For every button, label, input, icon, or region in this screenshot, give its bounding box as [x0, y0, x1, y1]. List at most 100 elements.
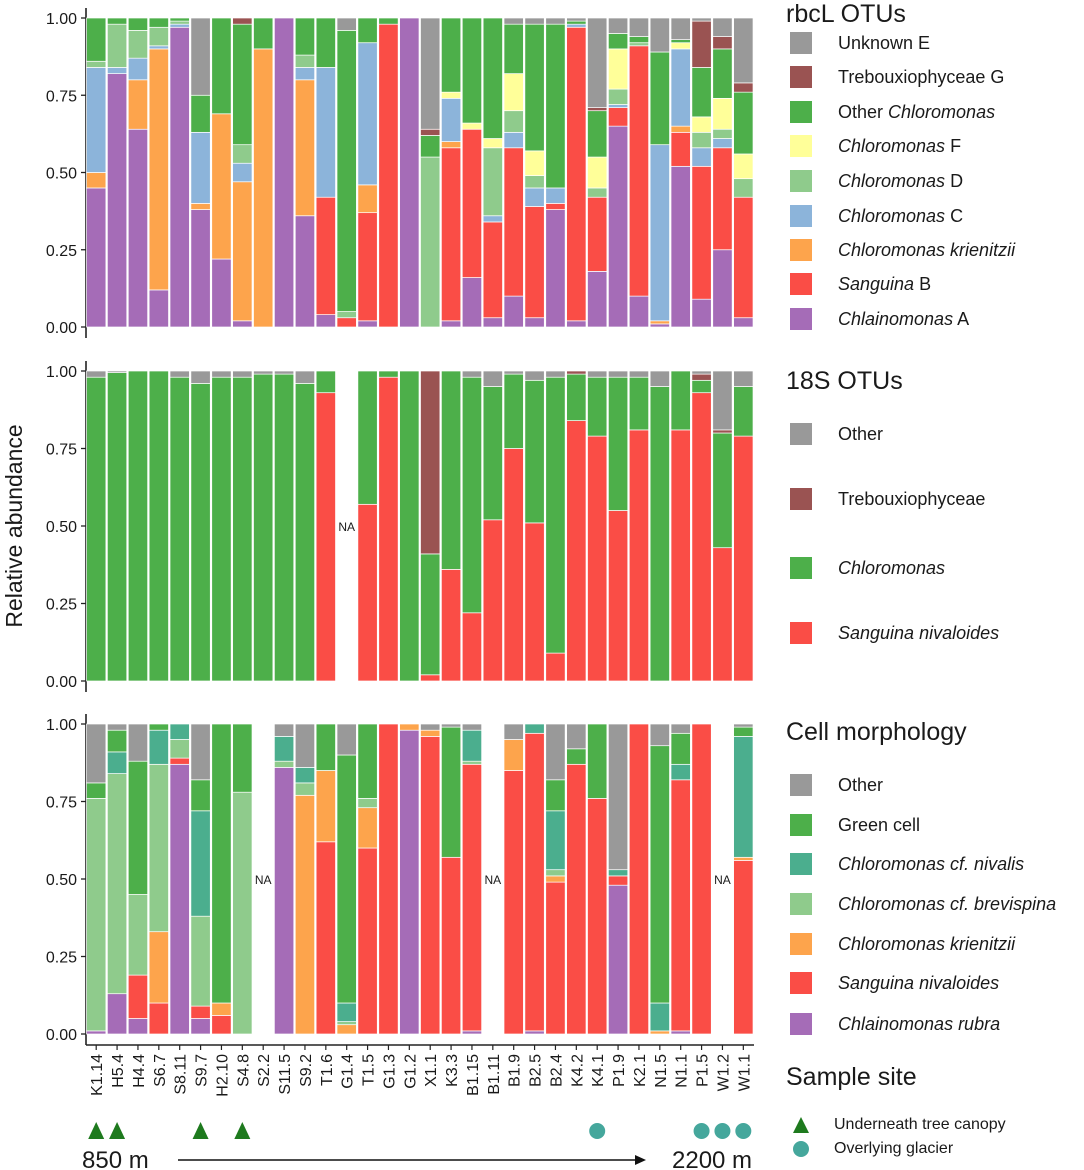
bar-segment-chlain [315, 314, 336, 328]
bar-segment-chloro [211, 17, 232, 115]
bar-segment-chloro [441, 17, 462, 93]
bar-segment-chlain [545, 209, 566, 328]
bar-segment-sang [441, 147, 462, 322]
x-tick-label: K1.14 [89, 1054, 106, 1096]
bar-segment-chlain [274, 767, 295, 1035]
bar-segment-treboux [232, 17, 253, 25]
bar-segment-sang [148, 1002, 169, 1035]
x-tick-label: B2.4 [548, 1054, 565, 1087]
x-tick-label: K2.1 [632, 1054, 649, 1087]
bar-G1.4 [336, 723, 357, 1035]
bar-segment-krien [148, 48, 169, 291]
bar-segment-sang [169, 757, 190, 765]
bar-segment-chlain [190, 1018, 211, 1035]
bar-segment-chloro [148, 370, 169, 682]
bar-segment-chloro_c [148, 45, 169, 50]
bar-segment-unknown_e [441, 723, 462, 728]
bar-H5.4 [107, 17, 128, 328]
y-tick-label: 1.00 [46, 11, 77, 28]
bar-segment-nivalis [461, 729, 482, 762]
legend-item: Chloromonas krienitzii [786, 238, 1015, 262]
bar-segment-nivalis [148, 729, 169, 765]
bar-segment-chloro_d [86, 798, 107, 1032]
legend-title: 18S OTUs [786, 367, 903, 395]
bar-segment-chloro [649, 51, 670, 146]
legend-swatch [790, 423, 812, 445]
bar-segment-chloro [524, 379, 545, 524]
bar-segment-chloro_d [628, 42, 649, 47]
bar-T1.5 [357, 723, 378, 1035]
bar-segment-unknown_e [691, 370, 712, 375]
bar-segment-sang [378, 23, 399, 328]
x-tick-label: H5.4 [110, 1054, 127, 1088]
bar-segment-chloro [315, 370, 336, 394]
bar-segment-sang [190, 1005, 211, 1019]
bar-G1.3 [378, 370, 399, 682]
bar-segment-chloro [628, 36, 649, 44]
bar-segment-unknown_e [628, 17, 649, 37]
na-label: NA [338, 520, 355, 534]
bar-P1.9 [608, 370, 629, 682]
bar-segment-chloro_c [649, 144, 670, 322]
bar-segment-sang [733, 196, 754, 319]
legend-swatch [790, 557, 812, 579]
bar-segment-chlain [524, 1030, 545, 1035]
bar-segment-chloro [190, 94, 211, 133]
bar-segment-krien [503, 739, 524, 771]
legend-label: Chloromonas [838, 557, 946, 578]
bar-B2.5 [524, 17, 545, 328]
bar-segment-chloro_f [503, 73, 524, 112]
elevation-end: 2200 m [672, 1147, 752, 1170]
bar-segment-unknown_e [691, 17, 712, 22]
bar-H4.4 [127, 723, 148, 1035]
bar-K1.14 [86, 370, 107, 682]
bar-segment-unknown_e [587, 370, 608, 378]
legend-item: Chloromonas cf. nivalis [786, 852, 1024, 876]
bar-segment-sang [566, 26, 587, 322]
bar-segment-chlain [712, 249, 733, 328]
bar-segment-treboux [691, 20, 712, 68]
site-marker-circle [589, 1123, 606, 1139]
legend-item: Chloromonas F [786, 134, 961, 158]
bar-segment-chlain [566, 320, 587, 328]
x-tick-label: K3.3 [444, 1054, 461, 1087]
triangle-icon [793, 1117, 809, 1133]
bar-segment-sang [127, 974, 148, 1019]
bar-H5.4 [107, 370, 128, 682]
bar-segment-nivalis [733, 736, 754, 858]
bar-B1.9 [503, 17, 524, 328]
bar-segment-chloro_c [357, 42, 378, 186]
bar-segment-chloro [670, 39, 691, 44]
bar-segment-chloro_c [608, 104, 629, 108]
bar-segment-chlain [503, 295, 524, 328]
bar-S9.2 [294, 17, 315, 328]
bar-segment-chloro [399, 370, 420, 682]
bar-segment-chloro_c [190, 131, 211, 204]
bar-segment-krien [211, 113, 232, 260]
bar-segment-chloro [733, 386, 754, 437]
bar-segment-chloro_d [274, 760, 295, 768]
legend-label: Sanguina nivaloides [838, 622, 1000, 643]
legend-swatch [790, 66, 812, 88]
elevation-start: 850 m [82, 1147, 149, 1170]
bar-S2.2 [253, 370, 274, 682]
bar-segment-chlain [127, 1018, 148, 1035]
legend-swatch [790, 1013, 812, 1035]
bar-segment-chloro [545, 779, 566, 812]
bar-segment-unknown_e [420, 723, 441, 731]
bar-T1.6 [315, 370, 336, 682]
bar-N1.5 [649, 17, 670, 328]
x-tick-label: X1.1 [423, 1054, 440, 1087]
y-tick-label: 0.25 [46, 950, 77, 967]
site-marker-circle [714, 1123, 731, 1139]
na-label: NA [255, 873, 272, 887]
bar-segment-krien [420, 729, 441, 737]
bar-T1.5 [357, 370, 378, 682]
bar-segment-sang [378, 723, 399, 1035]
bar-segment-chlain [649, 323, 670, 328]
bar-segment-chloro [315, 723, 336, 771]
bar-segment-chloro [691, 67, 712, 118]
bar-segment-sang [461, 763, 482, 1032]
legend-swatch [790, 933, 812, 955]
bar-P1.5 [691, 723, 712, 1035]
